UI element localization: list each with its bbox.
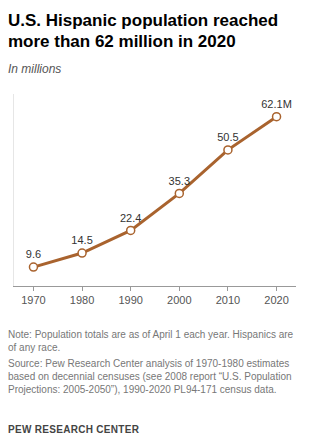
html-text:Source: Pew Research Center an: Source: Pew Research Center analysis of … <box>8 358 292 395</box>
svg-text:14.5: 14.5 <box>71 234 92 246</box>
html-text:U.S. Hispanic population reach: U.S. Hispanic population reached more th… <box>8 11 279 51</box>
svg-text:22.4: 22.4 <box>120 212 141 224</box>
svg-text:1980: 1980 <box>70 294 94 306</box>
svg-text:2020: 2020 <box>264 294 288 306</box>
html-text:In millions: In millions <box>8 62 62 76</box>
svg-text:1970: 1970 <box>21 294 45 306</box>
svg-text:9.6: 9.6 <box>26 248 41 260</box>
svg-text:35.3: 35.3 <box>169 175 190 187</box>
svg-text:1990: 1990 <box>118 294 142 306</box>
html-text:Note: Population totals are as: Note: Population totals are as of April … <box>8 329 294 353</box>
html-text:PEW RESEARCH CENTER: PEW RESEARCH CENTER <box>8 424 140 435</box>
svg-text:62.1M: 62.1M <box>261 98 292 110</box>
svg-text:2010: 2010 <box>216 294 240 306</box>
svg-text:2000: 2000 <box>167 294 191 306</box>
svg-text:50.5: 50.5 <box>217 131 238 143</box>
